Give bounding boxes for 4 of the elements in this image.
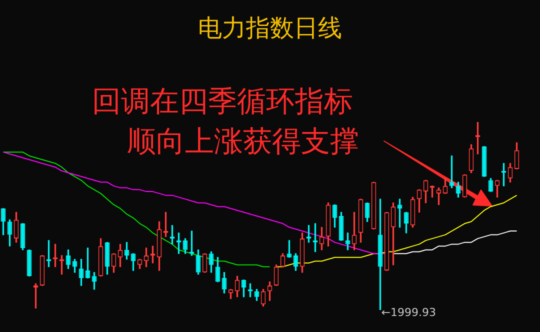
annotation: 顺向上涨获得支撑 xyxy=(127,123,359,160)
chart-title: 电力指数日线 xyxy=(197,13,343,44)
text: 回调在四季循环指标 xyxy=(92,83,353,120)
annotation: ←1999.93 xyxy=(381,306,436,319)
